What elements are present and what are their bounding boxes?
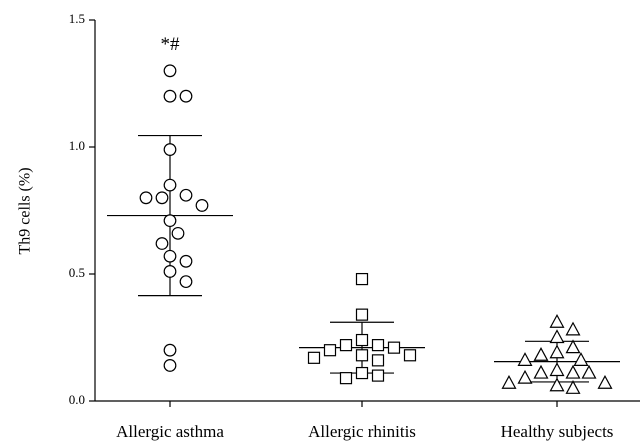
data-point: [179, 188, 193, 202]
data-point: [533, 347, 549, 361]
data-point: [163, 265, 177, 278]
data-point: [501, 374, 517, 389]
data-point: [549, 362, 565, 377]
x-tick-label: Healthy subjects: [501, 422, 614, 441]
data-point: [517, 369, 533, 384]
data-point: [339, 372, 353, 385]
y-tick-label: 0.5: [69, 265, 85, 280]
data-point: [179, 89, 193, 103]
data-point: [533, 364, 549, 379]
data-point: [163, 178, 177, 192]
data-point: [195, 199, 209, 212]
data-point: [163, 343, 177, 357]
data-point: [581, 364, 597, 379]
data-point: [171, 226, 185, 240]
data-point: [565, 380, 581, 394]
data-point: [323, 344, 337, 357]
data-point: [339, 339, 353, 352]
y-tick-label: 0.0: [69, 392, 85, 407]
data-point: [549, 314, 565, 328]
data-point: [355, 272, 369, 286]
data-point: [371, 354, 385, 367]
data-point: [179, 275, 193, 289]
data-point: [155, 237, 169, 250]
data-point: [565, 321, 581, 336]
data-point: [597, 374, 613, 389]
data-point: [163, 64, 177, 78]
data-point: [387, 341, 401, 354]
data-point: [307, 351, 321, 364]
data-point: [163, 89, 177, 103]
data-point: [549, 329, 565, 344]
annotation: *#: [161, 34, 181, 55]
y-tick-label: 1.0: [69, 138, 85, 153]
data-point: [355, 308, 369, 321]
data-point: [565, 364, 581, 379]
data-point: [565, 339, 581, 354]
data-point: [163, 214, 177, 228]
data-point: [517, 352, 533, 366]
data-point: [355, 366, 369, 380]
data-point: [403, 349, 417, 362]
y-tick-label: 1.5: [69, 11, 85, 26]
x-tick-label: Allergic rhinitis: [308, 422, 416, 441]
data-point: [163, 359, 177, 372]
data-point: [139, 191, 153, 205]
data-point: [179, 254, 193, 268]
data-point: [371, 369, 385, 382]
data-point: [573, 352, 589, 366]
data-point: [549, 344, 565, 359]
x-tick-label: Allergic asthma: [116, 422, 224, 441]
y-axis-title: Th9 cells (%): [17, 167, 34, 254]
data-point: [163, 249, 177, 263]
data-point: [163, 143, 177, 156]
data-point: [371, 339, 385, 352]
data-point: [355, 349, 369, 362]
data-point: [355, 333, 369, 347]
data-point: [155, 191, 169, 205]
data-point: [549, 377, 565, 392]
